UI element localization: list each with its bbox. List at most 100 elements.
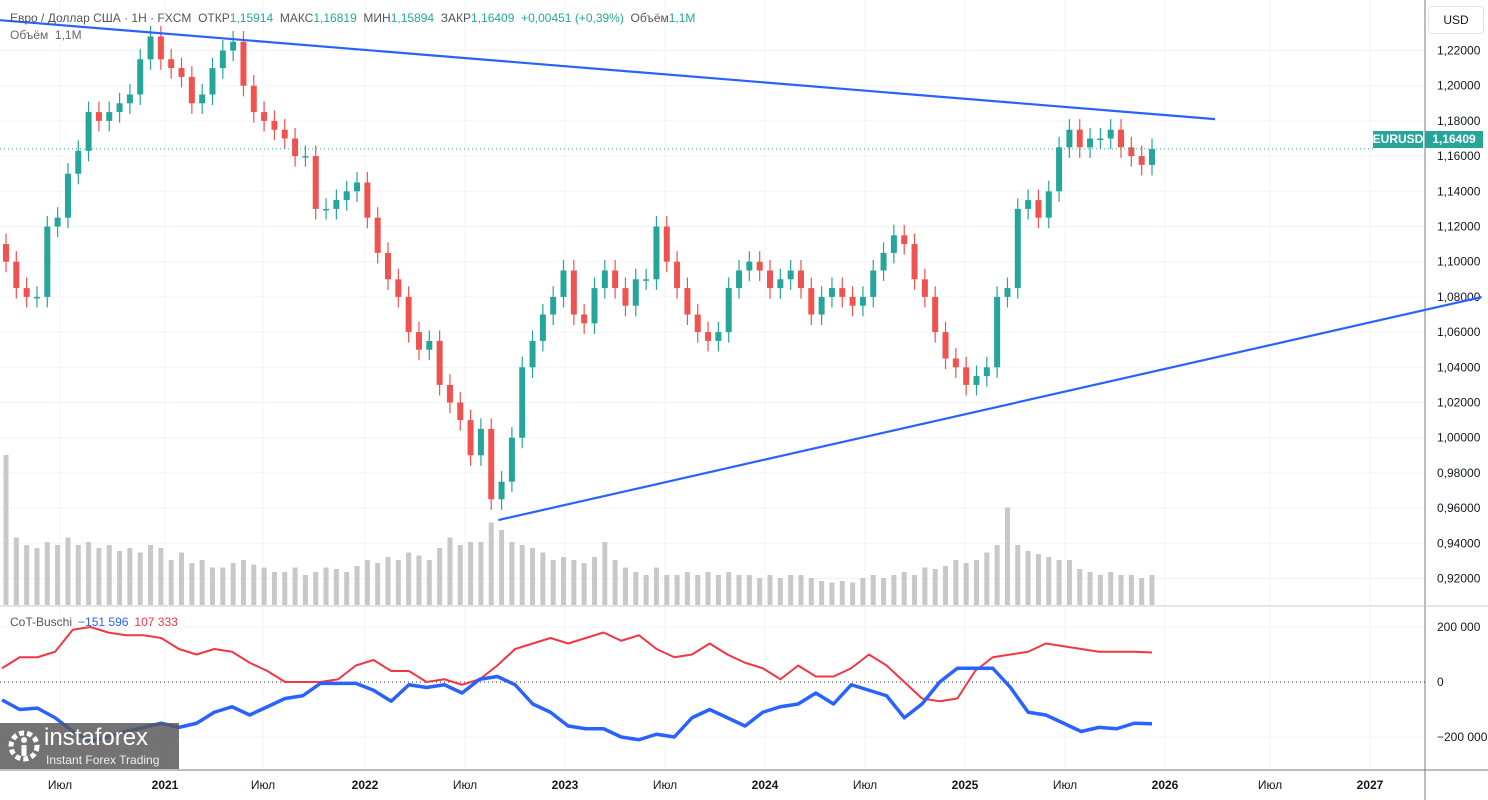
candle [1128, 136, 1135, 167]
volume-bar [695, 575, 701, 605]
candle-body [1035, 200, 1042, 218]
candle-body [901, 235, 908, 245]
candle-body [498, 481, 505, 500]
candle-body [230, 41, 237, 51]
volume-bar [1046, 557, 1052, 605]
candle [1056, 136, 1063, 202]
candle-body [880, 252, 887, 271]
candle [859, 286, 866, 317]
candle [178, 57, 185, 88]
candle-body [312, 156, 319, 209]
volume-bar [55, 545, 61, 605]
candle [374, 207, 381, 264]
volume-bar [86, 542, 92, 605]
candle-body [508, 437, 515, 482]
price-tick-label: 1,20000 [1437, 79, 1481, 93]
candle [767, 259, 773, 299]
candle-body [849, 296, 856, 306]
time-tick-label: Июл [251, 778, 275, 792]
candle-body [519, 367, 526, 438]
candle-body [746, 261, 753, 271]
volume-bar [127, 548, 133, 605]
volume-bar [829, 582, 835, 605]
volume-bar [1097, 575, 1103, 605]
candle [188, 66, 195, 114]
time-tick-label: 2021 [152, 778, 179, 792]
indicator-legend[interactable]: CoT-Buschi −151 596 107 333 [10, 615, 178, 629]
volume-legend[interactable]: Объём 1,1M [10, 28, 82, 42]
volume-bar [1139, 578, 1145, 605]
candle-body [106, 112, 113, 121]
volume-bar [313, 572, 319, 605]
candle-body [33, 296, 40, 299]
candle [364, 171, 371, 229]
candle-body [705, 332, 712, 341]
candle-body [870, 270, 877, 297]
candle-body [292, 138, 299, 157]
volume-bar [106, 545, 112, 605]
volume-bar [591, 557, 597, 605]
candle [44, 215, 51, 308]
volume-bar [767, 575, 773, 605]
volume-bar [1025, 551, 1031, 605]
candle-body [1045, 191, 1052, 218]
candle-body [1087, 138, 1094, 148]
volume-bar [292, 567, 298, 605]
symbol-title[interactable]: Евро / Доллар США · 1Н · FXCM [10, 11, 192, 25]
candle [1025, 189, 1032, 220]
candle [1138, 145, 1145, 176]
candle [612, 259, 619, 299]
candle-body [54, 217, 61, 227]
close-label: ЗАКР [440, 11, 472, 25]
candle [395, 268, 402, 308]
candle [405, 286, 412, 343]
candle [385, 242, 391, 290]
candle [415, 321, 422, 361]
volume-bar [34, 548, 40, 605]
volume-bar [757, 578, 763, 605]
volume-bar [850, 582, 856, 605]
volume-bar [819, 581, 825, 605]
price-tick-label: 0,94000 [1437, 536, 1481, 550]
candle [674, 251, 681, 299]
candle-body [271, 120, 278, 130]
candle-body [137, 59, 144, 95]
candle [1107, 119, 1114, 150]
trendline [0, 19, 1216, 121]
candle-body [560, 270, 567, 297]
candle-body [467, 420, 474, 456]
volume-bar [240, 560, 246, 605]
candle-body [261, 112, 268, 121]
candle [126, 83, 133, 114]
currency-button[interactable]: USD [1428, 6, 1484, 34]
candle [436, 330, 443, 396]
volume-bar [881, 578, 887, 605]
candle [777, 268, 784, 299]
volume-bar [839, 581, 845, 605]
close-value: 1,16409 [471, 11, 515, 25]
candle-body [1014, 208, 1021, 289]
symbol-legend: Евро / Доллар США · 1Н · FXCM ОТКР1,1591… [10, 11, 695, 25]
candle-body [818, 296, 825, 315]
candle [209, 57, 216, 106]
candle-body [374, 217, 381, 253]
volume-bar [3, 455, 9, 605]
candle [808, 277, 815, 326]
candle-body [674, 261, 681, 289]
price-tick-label: 1,14000 [1437, 184, 1481, 198]
candle [591, 277, 598, 334]
price-tick-label: 1,00000 [1437, 431, 1481, 445]
candle [818, 286, 825, 326]
candle [467, 409, 474, 466]
candle-body [219, 50, 226, 69]
candle [1118, 119, 1125, 158]
volume-bar [375, 563, 381, 605]
time-tick-label: 2026 [1152, 778, 1179, 792]
candle-body [23, 288, 30, 297]
volume-bar [209, 567, 215, 605]
candle [13, 251, 20, 299]
candle-body [199, 94, 206, 104]
candle [715, 321, 722, 352]
change-value: +0,00451 (+0,39%) [521, 11, 624, 25]
